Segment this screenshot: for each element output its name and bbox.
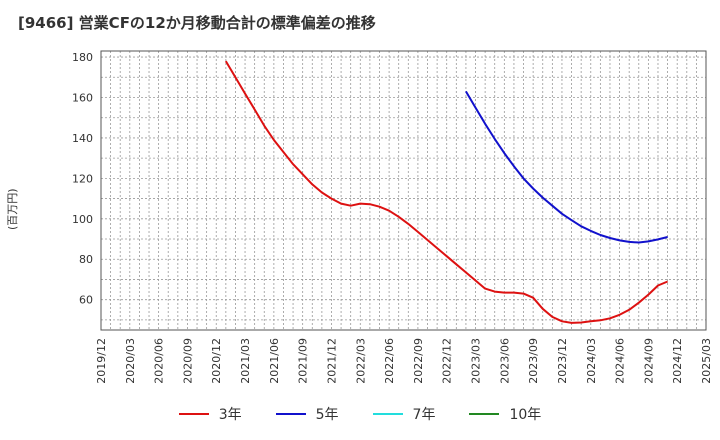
x-tick-label: 2020/03	[124, 338, 137, 384]
legend-label: 7年	[412, 407, 436, 423]
legend-swatch	[275, 413, 306, 415]
x-tick-label: 2021/06	[268, 338, 281, 384]
x-tick-label: 2025/03	[700, 338, 713, 384]
y-tick-label: 180	[72, 51, 93, 64]
legend-item: 5年	[275, 404, 339, 424]
x-tick-label: 2020/06	[153, 338, 166, 384]
y-tick-label: 80	[79, 253, 93, 266]
x-tick-label: 2021/09	[297, 338, 310, 384]
y-tick-label: 160	[72, 92, 93, 105]
x-tick-label: 2024/12	[671, 338, 684, 384]
legend-swatch	[372, 413, 403, 415]
legend: 3年 5年 7年 10年	[0, 404, 720, 424]
x-tick-label: 2022/03	[354, 338, 367, 384]
y-tick-label: 120	[72, 172, 93, 185]
y-tick-label: 100	[72, 213, 93, 226]
legend-swatch	[469, 413, 500, 415]
legend-item: 3年	[178, 404, 242, 424]
chart-title: [9466] 営業CFの12か月移動合計の標準偏差の推移	[18, 14, 376, 32]
plot-area	[101, 51, 706, 330]
x-tick-label: 2020/09	[181, 338, 194, 384]
x-tick-label: 2021/03	[239, 338, 252, 384]
x-tick-label: 2023/09	[527, 338, 540, 384]
legend-item: 10年	[469, 404, 541, 424]
legend-label: 10年	[509, 407, 542, 423]
x-tick-label: 2022/12	[441, 338, 454, 384]
x-tick-label: 2019/12	[95, 338, 108, 384]
x-tick-label: 2020/12	[210, 338, 223, 384]
x-tick-label: 2024/06	[614, 338, 627, 384]
plot-frame	[100, 50, 707, 331]
legend-label: 5年	[315, 407, 339, 423]
x-tick-label: 2024/03	[585, 338, 598, 384]
x-tick-label: 2023/06	[498, 338, 511, 384]
legend-swatch	[178, 413, 209, 415]
series-line	[465, 90, 668, 244]
x-tick-label: 2024/09	[642, 338, 655, 384]
x-tick-label: 2022/06	[383, 338, 396, 384]
y-tick-label: 60	[79, 294, 93, 307]
x-tick-label: 2023/03	[470, 338, 483, 384]
legend-item: 7年	[372, 404, 436, 424]
series-line	[224, 60, 668, 324]
y-tick-label: 140	[72, 132, 93, 145]
x-tick-label: 2022/09	[412, 338, 425, 384]
x-tick-label: 2021/12	[325, 338, 338, 384]
x-tick-label: 2023/12	[556, 338, 569, 384]
legend-label: 3年	[218, 407, 242, 423]
